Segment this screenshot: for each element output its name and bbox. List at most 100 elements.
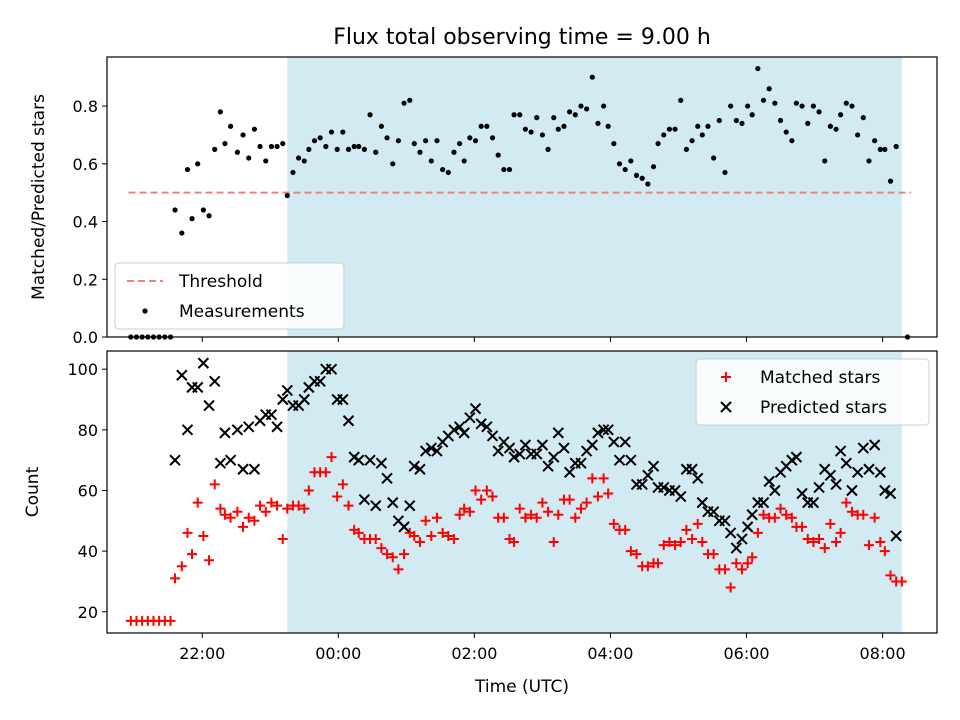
data-point [616, 161, 623, 167]
data-point [642, 561, 653, 572]
data-point [608, 518, 619, 529]
data-point [181, 424, 194, 436]
data-point [299, 503, 310, 514]
data-point [232, 506, 243, 517]
data-point [686, 463, 698, 475]
data-point [501, 166, 507, 173]
x-axis-label: Time (UTC) [474, 677, 569, 697]
data-point [420, 515, 431, 526]
data-point [353, 454, 365, 466]
data-point [758, 509, 769, 520]
data-point [742, 558, 753, 569]
legend: Matched stars Predicted stars [695, 358, 930, 426]
data-point [672, 126, 678, 132]
data-point [595, 120, 601, 126]
data-point [464, 412, 476, 424]
data-point [332, 491, 343, 502]
data-point [387, 496, 399, 509]
data-point [584, 106, 590, 112]
data-point [370, 499, 382, 512]
data-point [356, 143, 362, 150]
data-point [840, 457, 852, 469]
data-point [448, 534, 459, 544]
data-point [189, 216, 195, 222]
data-point [601, 103, 607, 109]
data-point [746, 509, 758, 521]
data-point [274, 143, 280, 150]
data-point [364, 454, 376, 466]
data-point [602, 424, 614, 436]
data-point [872, 138, 878, 144]
data-point [511, 112, 517, 118]
data-point [390, 161, 396, 167]
data-point [248, 463, 261, 475]
data-point [323, 143, 329, 150]
data-point [217, 109, 223, 115]
data-point [755, 65, 761, 72]
data-point [431, 445, 443, 457]
data-point [165, 615, 176, 626]
data-point [772, 100, 778, 106]
data-point [687, 534, 698, 544]
data-point [478, 123, 484, 129]
y-tick-label: 0.2 [73, 270, 98, 289]
x-tick-label: 02:00 [451, 644, 497, 663]
data-point [489, 135, 496, 141]
data-point [843, 100, 849, 106]
data-point [184, 166, 191, 173]
data-point [537, 497, 548, 508]
data-point [281, 384, 293, 397]
data-point [204, 555, 215, 566]
data-point [689, 138, 695, 144]
data-point [280, 140, 286, 147]
data-point [214, 457, 227, 469]
data-point [404, 499, 416, 512]
data-point [414, 537, 425, 548]
data-point [311, 138, 318, 144]
data-point [722, 169, 728, 176]
data-point [834, 445, 847, 457]
data-point [851, 466, 864, 478]
data-point [628, 158, 634, 164]
data-point [509, 537, 520, 548]
data-point [860, 115, 866, 121]
count-panel: 20 40 60 80 100 22:00 00:00 02:00 04:00 06:00 08:0… [23, 350, 938, 663]
data-point [461, 158, 467, 164]
data-point [265, 408, 278, 421]
data-point [395, 138, 402, 144]
data-point [816, 109, 822, 115]
data-point [219, 509, 230, 520]
data-point [575, 457, 587, 469]
data-point [328, 129, 335, 135]
data-point [440, 166, 446, 173]
data-point [645, 181, 651, 187]
data-point [813, 481, 825, 494]
data-point [408, 460, 420, 472]
data-point [417, 149, 423, 155]
data-point [451, 149, 457, 155]
data-point [879, 484, 891, 497]
data-point [766, 86, 772, 92]
data-point [398, 521, 410, 533]
data-point [846, 506, 857, 517]
data-point [564, 494, 575, 505]
data-point [849, 103, 855, 109]
data-point [542, 460, 554, 472]
data-point [378, 123, 384, 129]
data-point [586, 439, 599, 451]
data-point [831, 537, 842, 548]
data-point [531, 512, 542, 523]
data-point [484, 123, 490, 129]
data-point [879, 546, 890, 557]
data-point [587, 473, 598, 484]
data-point [728, 103, 734, 109]
data-point [789, 138, 795, 144]
data-point [282, 503, 293, 514]
x-tick-label: 22:00 [179, 644, 225, 663]
data-point [783, 129, 789, 135]
data-point [426, 530, 437, 541]
data-point [822, 158, 828, 164]
data-point [343, 500, 354, 511]
data-point [337, 479, 348, 490]
y-tick-label: 0.8 [73, 97, 98, 116]
